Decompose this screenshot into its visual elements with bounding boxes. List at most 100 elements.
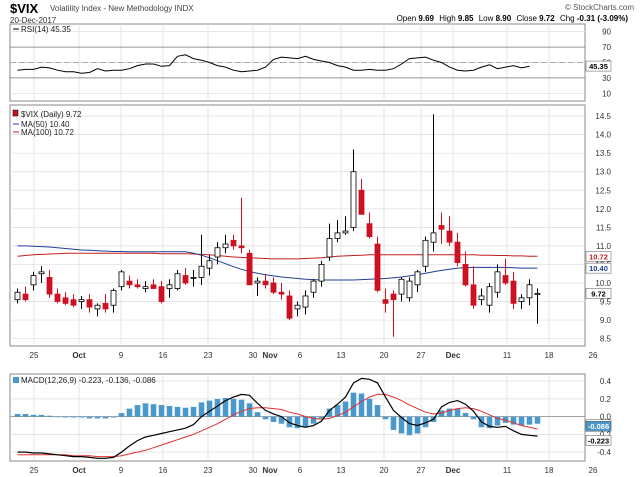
macd-histogram-bar bbox=[382, 416, 389, 420]
candle-body bbox=[230, 239, 237, 247]
price-tick-label: 13.5 bbox=[595, 149, 611, 158]
macd-histogram-bar bbox=[534, 416, 541, 424]
candle-body bbox=[430, 232, 437, 243]
price-x-tick-label: 26 bbox=[589, 351, 598, 360]
candle-body bbox=[46, 277, 53, 295]
candle bbox=[222, 234, 229, 254]
candle bbox=[334, 219, 341, 243]
candle-body bbox=[238, 245, 245, 249]
candle bbox=[398, 277, 405, 302]
macd-legend-swatch bbox=[13, 377, 19, 383]
candle-body bbox=[486, 286, 493, 306]
ma100-last-value-badge: 10.72 bbox=[589, 252, 608, 261]
candle-body bbox=[350, 171, 357, 228]
candle bbox=[238, 197, 245, 254]
candle-body bbox=[94, 304, 101, 310]
macd-last-value-badge-bg bbox=[585, 435, 612, 446]
macd-histogram-bar bbox=[158, 405, 165, 417]
candle bbox=[14, 288, 21, 304]
macd-histogram-bar bbox=[14, 413, 21, 417]
candle-body bbox=[38, 271, 45, 275]
macd-histogram-bar bbox=[518, 416, 525, 426]
macd-x-tick-label: 30 bbox=[249, 466, 258, 475]
price-tick-label: 8.5 bbox=[600, 335, 612, 344]
macd-legend: MACD(12,26,9) -0.223, -0.136, -0.086 bbox=[21, 376, 156, 385]
candle bbox=[486, 282, 493, 313]
candle-body bbox=[86, 299, 93, 308]
candle-body bbox=[22, 293, 29, 301]
candle-body bbox=[422, 239, 429, 267]
candle bbox=[94, 303, 101, 317]
price-tick-label: 9.0 bbox=[600, 316, 612, 325]
candle bbox=[366, 212, 373, 239]
candle bbox=[462, 251, 469, 287]
candle-body bbox=[206, 260, 213, 269]
candle-body bbox=[398, 278, 405, 295]
candle bbox=[350, 149, 357, 232]
candle bbox=[174, 269, 181, 291]
macd-tick-label: 0.0 bbox=[600, 413, 612, 422]
candle bbox=[206, 255, 213, 276]
candle bbox=[318, 260, 325, 287]
candle bbox=[246, 249, 253, 286]
macd-histogram-bar bbox=[30, 414, 37, 417]
macd-histogram-bar bbox=[206, 400, 213, 417]
ma100-last-value-badge-bg bbox=[585, 251, 612, 262]
candle-body bbox=[198, 265, 205, 278]
candle bbox=[294, 301, 301, 317]
price-x-tick-label: 16 bbox=[159, 351, 168, 360]
macd-histogram-bar bbox=[318, 416, 325, 419]
candle bbox=[62, 292, 69, 306]
price-tick-label: 12.0 bbox=[595, 205, 611, 214]
candle bbox=[166, 279, 173, 298]
candle-body bbox=[190, 277, 197, 279]
candle-body bbox=[302, 295, 309, 308]
close-value: 9.72 bbox=[539, 14, 555, 23]
macd-histogram-bar bbox=[422, 416, 429, 428]
candle-body bbox=[446, 230, 453, 243]
high-label: High bbox=[439, 14, 456, 23]
candle bbox=[526, 279, 533, 306]
candle bbox=[78, 295, 85, 309]
macd-x-tick-label: 18 bbox=[545, 466, 554, 475]
macd-histogram-bar bbox=[358, 393, 365, 417]
price-legend: $VIX (Daily) 9.72 bbox=[21, 110, 82, 119]
macd-tick-label: 0.2 bbox=[600, 395, 612, 404]
candle bbox=[310, 279, 317, 298]
price-x-tick-label: 13 bbox=[337, 351, 346, 360]
price-x-tick-label: 20 bbox=[380, 351, 389, 360]
candle bbox=[422, 236, 429, 272]
macd-x-tick-label: 23 bbox=[204, 466, 213, 475]
candle bbox=[502, 258, 509, 285]
macd-histogram-bar bbox=[326, 408, 333, 417]
macd-histogram-bar bbox=[166, 405, 173, 417]
candle bbox=[494, 264, 501, 298]
candle bbox=[454, 232, 461, 267]
macd-x-tick-label: 16 bbox=[159, 466, 168, 475]
candle-body bbox=[214, 247, 221, 258]
candle-body bbox=[406, 280, 413, 299]
price-x-tick-label: 18 bbox=[545, 351, 554, 360]
macd-x-tick-label: Oct bbox=[72, 466, 86, 475]
price-x-tick-label: 23 bbox=[204, 351, 213, 360]
macd-histogram-bar bbox=[190, 406, 197, 417]
ma100-line bbox=[17, 252, 538, 260]
symbol-title: $VIX bbox=[10, 1, 39, 16]
macd-histogram-bar bbox=[406, 416, 413, 436]
macd-signal-line bbox=[17, 393, 538, 458]
macd-histogram-bar bbox=[374, 405, 381, 417]
macd-histogram-bar bbox=[94, 416, 101, 419]
macd-histogram-bar bbox=[462, 413, 469, 417]
close-label: Close bbox=[516, 14, 537, 23]
macd-histogram-bar bbox=[102, 416, 109, 419]
macd-hist-last-badge-bg bbox=[585, 420, 612, 432]
candle bbox=[190, 269, 197, 287]
macd-histogram-bar bbox=[238, 399, 245, 417]
candle-body bbox=[454, 241, 461, 263]
chg-value: -0.31 (-3.09%) bbox=[576, 14, 628, 23]
exchange-label: INDX bbox=[174, 4, 194, 13]
candle-body bbox=[294, 304, 301, 310]
candle bbox=[414, 269, 421, 293]
macd-histogram-bar bbox=[254, 412, 261, 417]
